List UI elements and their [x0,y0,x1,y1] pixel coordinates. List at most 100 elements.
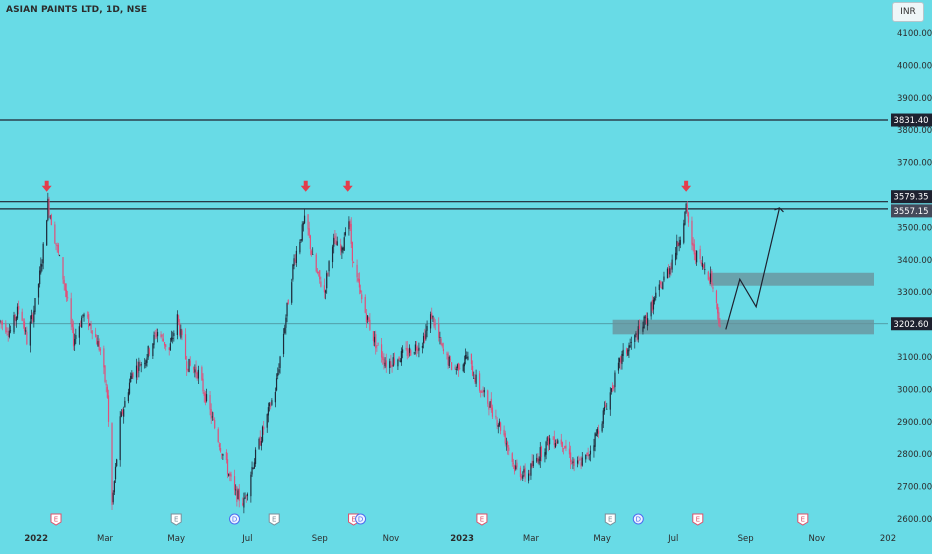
down-arrow-marker [681,180,692,192]
candle-body [538,458,540,464]
candle-body [532,460,534,467]
candle-body [455,368,457,371]
candle-body [99,348,101,351]
y-tick-label: 2600.00 [897,515,932,525]
candle-body [335,240,337,246]
x-tick-label: Nov [383,534,400,544]
earnings-event-marker[interactable]: E [476,513,488,526]
y-tick-label: 2700.00 [897,483,932,493]
earnings-event-marker[interactable]: D [229,513,241,525]
candle-body [65,289,68,298]
earnings-event-marker[interactable]: E [170,513,182,526]
candle-body [131,373,133,379]
earnings-event-marker[interactable]: E [692,513,704,526]
candle-body [233,476,236,490]
candle-body [414,344,417,351]
candle-body [278,369,280,373]
earnings-event-marker[interactable]: E [604,513,616,526]
earnings-icon [797,513,809,526]
candle-body [214,420,216,429]
candle-body [0,320,1,322]
candle-body [172,338,174,339]
earnings-event-marker[interactable]: D [632,513,644,525]
candle-body [418,347,420,351]
event-letter: D [636,516,641,524]
candle-body [263,426,265,430]
candle-body [376,345,378,347]
candle-body [228,473,230,476]
candle-body [37,283,40,298]
event-letter: E [54,516,58,524]
candle-body [152,343,154,357]
candle-body [333,237,335,247]
candle-body [21,311,23,321]
candle-body [138,361,140,371]
candle-body [48,198,50,215]
earnings-event-marker[interactable]: D [355,513,367,525]
candle-body [146,357,148,363]
y-tick-label: 3400.00 [897,256,932,266]
x-tick-label: Sep [738,534,754,544]
candle-body [612,385,614,390]
candle-body [447,353,449,365]
candle-body [357,278,359,281]
candle-body [300,239,302,242]
candle-body [42,243,44,264]
candle-body [50,214,52,226]
earnings-event-marker[interactable]: E [268,513,280,526]
candle-body [622,349,624,356]
candle-body [165,344,167,348]
price-label-text: 3557.15 [893,207,928,217]
candle-body [634,335,636,343]
y-tick-label: 4100.00 [897,29,932,39]
dividend-icon [229,513,241,525]
candle-body [609,392,611,410]
candle-body [88,314,90,328]
candle-body [348,221,350,230]
candle-body [250,474,252,497]
price-label-box [891,317,932,331]
candle-body [495,415,497,418]
candle-body [570,452,572,463]
price-axis[interactable]: 4100.004000.003900.003800.003700.003600.… [897,29,932,525]
x-tick-label: May [593,534,611,544]
candle-body [578,460,580,462]
candle-body [342,247,344,250]
candle-body [211,416,213,418]
candle-body [57,244,59,253]
candle-body [647,318,649,326]
candle-body [429,314,432,329]
candle-body [579,459,581,461]
candle-body [655,292,657,298]
candle-body [617,362,620,371]
candle-body [63,279,65,285]
candle-body [176,314,178,336]
candle-body [610,388,613,392]
candle-body [140,364,142,366]
event-letter: E [801,516,805,524]
support-resistance-zones [612,272,874,335]
candle-body [700,262,702,265]
earnings-event-marker[interactable]: E [797,513,809,526]
candle-body [372,331,375,342]
candle-body [457,363,460,371]
candle-body [547,436,550,447]
candle-body [671,259,673,270]
candle-body [130,375,132,383]
candle-body [687,212,690,223]
candle-body [384,362,386,367]
candle-body [120,412,122,417]
candle-body [536,457,538,462]
candle-body [413,352,415,354]
candle-body [54,224,56,244]
earnings-event-marker[interactable]: E [50,513,62,526]
time-axis[interactable]: 2022 Mar May Jul Sep Nov 2023 Mar May Jul Sep Nov 20… [24,534,896,544]
candle-body [417,348,419,352]
candle-body [326,273,328,289]
currency-button[interactable]: INR [892,2,924,22]
y-tick-label: 3300.00 [897,288,932,298]
y-tick-label: 3000.00 [897,385,932,395]
candle-body [275,378,278,391]
